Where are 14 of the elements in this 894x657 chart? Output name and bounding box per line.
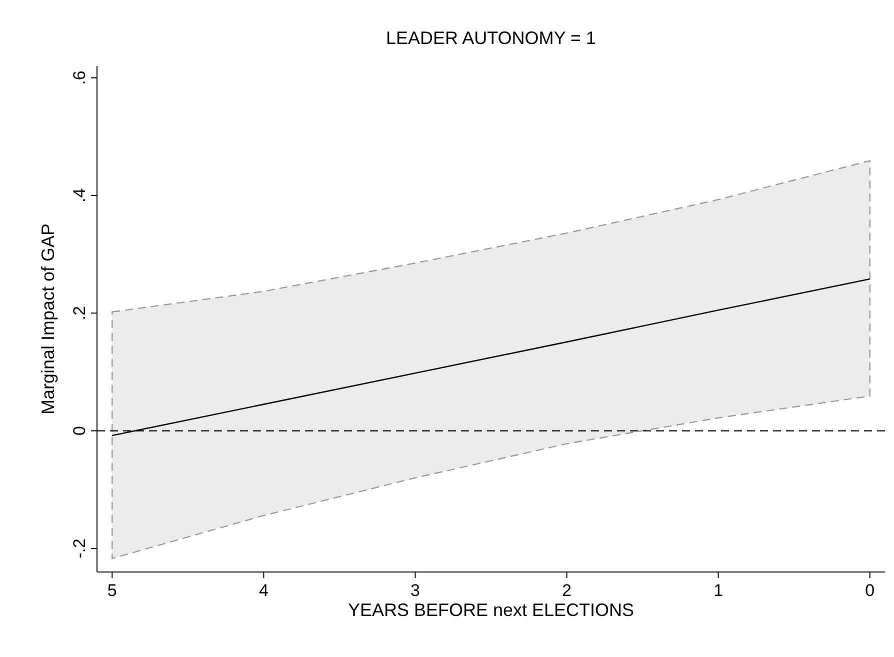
y-tick-label: -.2	[70, 538, 89, 558]
y-tick-label: .6	[70, 70, 89, 85]
x-tick-label: 0	[865, 581, 875, 600]
x-tick-label: 5	[107, 581, 117, 600]
x-tick-label: 2	[562, 581, 572, 600]
x-tick-label: 1	[714, 581, 724, 600]
y-tick-label: .4	[70, 188, 89, 203]
y-tick-label: .2	[70, 306, 89, 320]
x-axis-title: YEARS BEFORE next ELECTIONS	[348, 600, 634, 620]
chart-title: LEADER AUTONOMY = 1	[386, 28, 596, 48]
y-tick-label: 0	[70, 426, 89, 436]
x-tick-label: 4	[258, 581, 268, 600]
x-tick-label: 3	[410, 581, 420, 600]
y-axis-title: Marginal Impact of GAP	[38, 223, 58, 415]
